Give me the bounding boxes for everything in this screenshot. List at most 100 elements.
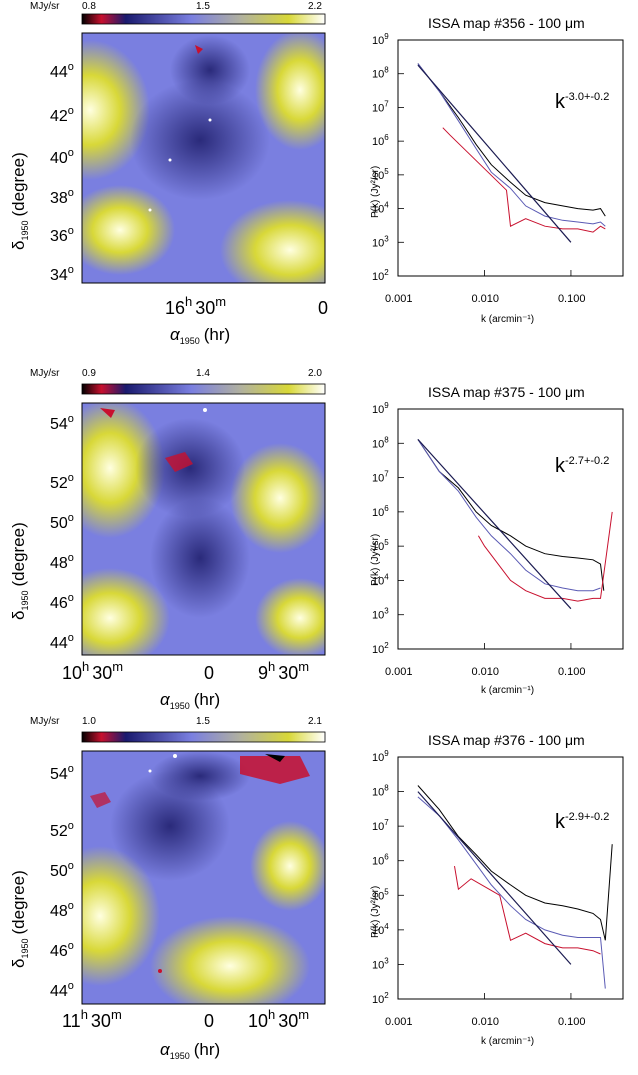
y-tick-label: 106 [372,853,389,868]
y-tick-label: 34o [50,264,74,284]
x-tick-label: 9h 30m [258,659,309,683]
spectrum-ylabel: P(k) (Jy²/sr) [370,166,381,218]
y-tick-label: 102 [372,991,389,1006]
y-tick-label: 102 [372,268,389,283]
y-tick-label: 50o [50,860,74,880]
series-line-red [442,127,606,233]
map-ylabel: δ1950(degree) [9,522,30,620]
y-tick-label: 105 [372,538,389,553]
y-tick-labels: 44o 42o 40o 38o 36o 34o [50,61,74,284]
y-tick-label: 107 [372,818,389,833]
colorbar-tick: 0.9 [82,368,96,379]
x-tick-label: 16h 30m [165,294,226,318]
map-xlabel: α1950 (hr) [160,1040,220,1061]
x-tick-label: 0.001 [385,1016,413,1028]
x-tick-label: 0.100 [558,293,586,305]
spectrum-xlabel: k (arcmin⁻¹) [481,1036,534,1047]
colorbar-unit: MJy/sr [30,368,60,379]
spectrum-title: ISSA map #376 - 100 μm [428,732,585,748]
y-tick-labels: 54o 52o 50o 48o 46o 44o [50,413,74,652]
x-tick-label: 0 [318,298,328,318]
panel-356: MJy/sr 0.8 1.5 2.2 44o 42o 40o 38o 36o [0,0,638,358]
y-tick-label: 107 [372,470,389,485]
y-tick-label: 36o [50,225,74,245]
y-tick-label: 42o [50,105,74,125]
y-tick-label: 105 [372,887,389,902]
spectrum-frame [397,756,624,1000]
y-tick-label: 108 [372,66,389,81]
y-tick-label: 44o [50,980,74,1000]
colorbar-unit: MJy/sr [30,716,60,727]
y-tick-label: 108 [372,784,389,799]
x-tick-label: 0 [204,1011,214,1031]
series-line-fitline [417,791,572,965]
spectrum-y-ticks: 109 108 107 106 105 104 103 102 [372,401,404,656]
y-tick-label: 108 [372,435,389,450]
y-tick-label: 52o [50,472,74,492]
sky-map-image [82,403,325,655]
y-tick-label: 54o [50,763,74,783]
x-tick-label: 0.010 [471,1016,499,1028]
y-tick-label: 102 [372,641,389,656]
series-line-blue [417,796,606,989]
spectrum-frame [397,39,624,277]
map-xlabel: α1950 (hr) [170,325,230,346]
spectrum-x-ticks: 0.001 0.010 0.100 [385,270,585,305]
y-tick-label: 50o [50,512,74,532]
spectrum-series [417,438,613,610]
spectrum-series [417,785,613,989]
spectrum-y-ticks: 109 108 107 106 105 104 103 102 [372,32,404,283]
y-tick-label: 38o [50,187,74,207]
spectrum-y-ticks: 109 108 107 106 105 104 103 102 [372,749,404,1006]
series-line-black [417,63,606,217]
y-tick-label: 104 [372,201,389,216]
y-tick-label: 109 [372,32,389,47]
x-tick-label: 0.001 [385,293,413,305]
colorbar-tick: 1.5 [196,716,210,727]
series-line-black [417,439,605,591]
spectrum-xlabel: k (arcmin⁻¹) [481,685,534,696]
sky-map-image [82,33,325,283]
colorbar-tick: 0.8 [82,1,96,12]
series-line-blue [417,63,606,227]
panel-svg: MJy/sr 0.9 1.4 2.0 54o 52o 50o 48o 46o 4… [9,368,624,711]
y-tick-label: 104 [372,572,389,587]
series-line-fitline [417,438,572,610]
y-tick-labels: 54o 52o 50o 48o 46o 44o [50,763,74,1000]
series-line-red [454,866,601,955]
x-tick-label: 0.100 [558,1016,586,1028]
x-tick-label: 10h 30m [62,659,123,683]
y-tick-label: 54o [50,413,74,433]
y-tick-label: 106 [372,504,389,519]
map-xlabel: α1950 (hr) [160,690,220,711]
y-tick-label: 46o [50,592,74,612]
y-tick-label: 48o [50,900,74,920]
sky-map-image [82,751,325,1004]
spectrum-ylabel: P(k) (Jy²/sr) [370,886,381,938]
colorbar-tick: 1.4 [196,368,210,379]
y-tick-label: 103 [372,956,389,971]
colorbar [81,731,326,743]
x-tick-label: 0.100 [558,666,586,678]
slope-annotation: k-3.0+-0.2 [555,91,609,113]
y-tick-label: 106 [372,133,389,148]
x-tick-label: 0.001 [385,666,413,678]
x-tick-label: 10h 30m [248,1007,309,1031]
spectrum-ylabel: P(k) (Jy²/sr) [370,534,381,586]
y-tick-label: 105 [372,167,389,182]
y-tick-label: 103 [372,234,389,249]
colorbar [81,13,326,25]
spectrum-xlabel: k (arcmin⁻¹) [481,314,534,325]
x-tick-label: 0.010 [471,293,499,305]
panel-375: MJy/sr 0.9 1.4 2.0 54o 52o 50o 48o 46o 4… [0,358,638,716]
colorbar-tick: 1.5 [196,1,210,12]
y-tick-label: 103 [372,607,389,622]
y-tick-label: 109 [372,749,389,764]
y-tick-label: 109 [372,401,389,416]
colorbar [81,383,326,395]
colorbar-tick: 2.0 [308,368,322,379]
panel-svg: MJy/sr 0.8 1.5 2.2 44o 42o 40o 38o 36o [9,1,624,346]
spectrum-title: ISSA map #356 - 100 μm [428,15,585,31]
panel-376: MJy/sr 1.0 1.5 2.1 54o 52o 50o 48o 46o 4… [0,716,638,1074]
slope-annotation: k-2.9+-0.2 [555,811,609,833]
